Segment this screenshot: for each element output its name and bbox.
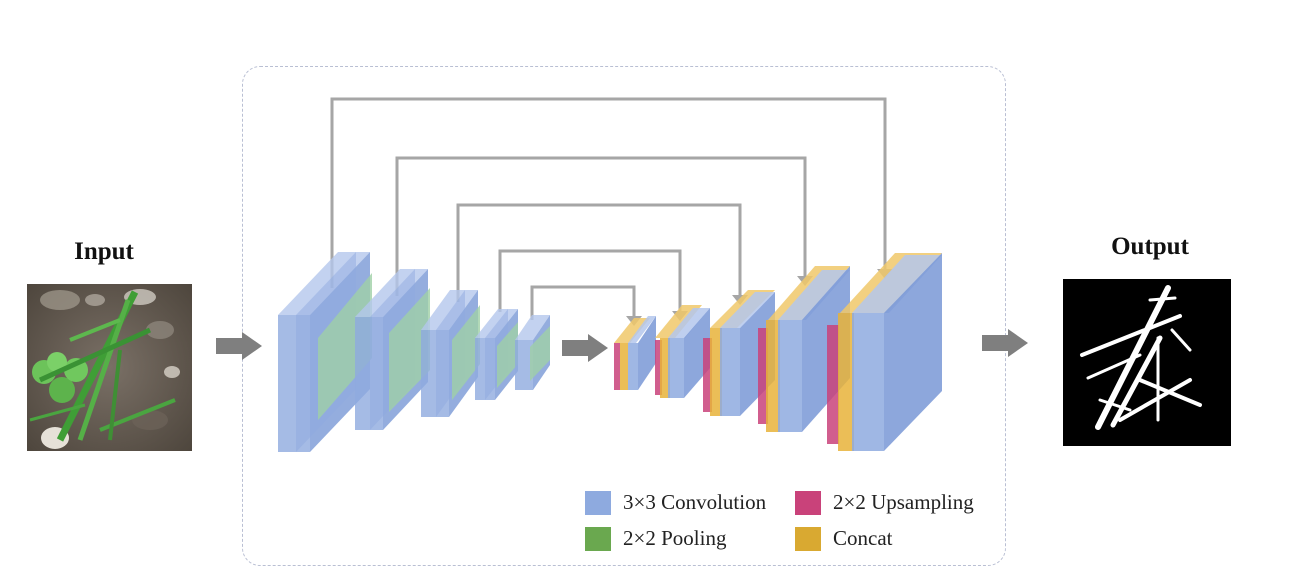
encoder-block-1	[278, 252, 372, 452]
encoder-block-2	[355, 269, 430, 430]
skip-connection-1	[330, 97, 887, 288]
legend-swatch-upsample	[795, 490, 821, 515]
legend-concat: Concat	[795, 526, 892, 551]
output-arrow-icon	[982, 329, 1028, 357]
decoder-block-1	[614, 316, 656, 390]
encoder-block-3	[421, 290, 480, 417]
network-frame	[242, 66, 1006, 566]
skip-connection-3	[456, 203, 742, 302]
output-mask	[1063, 279, 1231, 446]
skip-connection-4	[498, 249, 682, 313]
input-title: Input	[74, 238, 134, 265]
encoder-block-5	[515, 315, 550, 390]
skip-connections	[330, 97, 887, 320]
encoder-block-4	[475, 309, 518, 400]
legend-conv: 3×3 Convolution	[585, 490, 766, 515]
decoder	[614, 253, 942, 451]
skip-connection-2	[395, 156, 807, 296]
flow-arrows	[216, 329, 1028, 362]
legend-label-concat: Concat	[833, 526, 893, 550]
decoder-block-5	[827, 253, 942, 451]
legend-label-pool: 2×2 Pooling	[623, 526, 727, 550]
input-photo	[27, 284, 192, 451]
legend-label-upsample: 2×2 Upsampling	[833, 490, 974, 514]
legend-swatch-pool	[585, 526, 611, 551]
legend-swatch-concat	[795, 526, 821, 551]
encoder	[278, 252, 550, 452]
input-arrow-icon	[216, 332, 262, 360]
bottleneck-arrow-icon	[562, 334, 608, 362]
legend-pool: 2×2 Pooling	[585, 526, 726, 551]
decoder-block-2	[655, 305, 710, 398]
legend-label-conv: 3×3 Convolution	[623, 490, 767, 514]
legend-swatch-conv	[585, 490, 611, 515]
output-title: Output	[1111, 233, 1189, 260]
legend-upsample: 2×2 Upsampling	[795, 490, 974, 515]
skip-connection-5	[530, 285, 636, 320]
